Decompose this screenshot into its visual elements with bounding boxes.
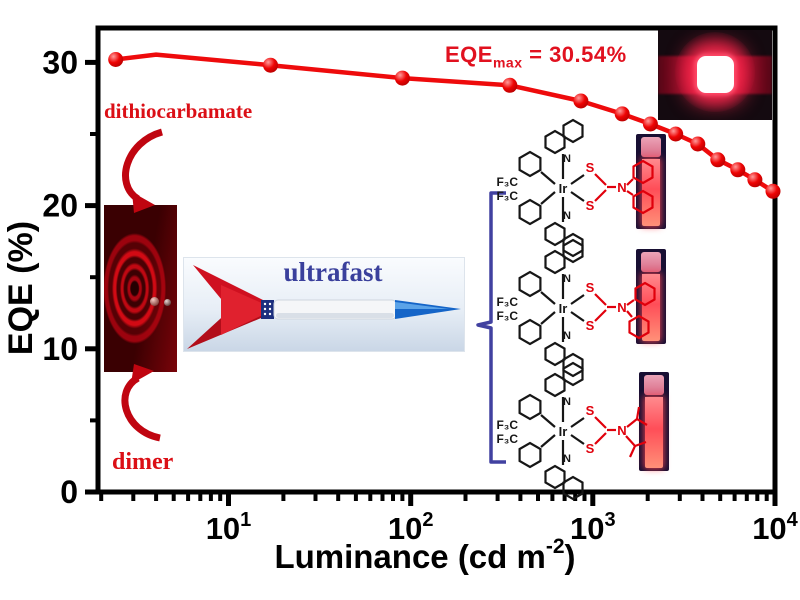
vial-liquid [645,397,663,468]
svg-text:N: N [617,180,626,195]
oled-emitting-pixel [697,56,734,93]
data-point-marker [765,183,781,199]
svg-text:N: N [563,396,571,408]
eqe-max-annotation: EQEmax = 30.54% [445,42,627,70]
eqe-max-prefix: EQE [445,42,493,67]
vial-liquid [642,159,660,226]
svg-text:F₃C: F₃C [496,189,518,203]
x-axis-label: Luminance (cd m-2) [274,535,575,575]
svg-text:S: S [586,403,595,418]
svg-text:F₃C: F₃C [496,175,518,189]
droplet-bead [164,299,171,306]
svg-text:F₃C: F₃C [496,309,518,323]
data-point-marker [394,70,410,86]
data-point-marker [108,52,124,67]
eqe-max-subscript: max [492,54,523,71]
svg-text:Ir: Ir [559,181,568,196]
svg-text:S: S [586,160,595,175]
svg-text:N: N [617,423,626,438]
data-point-marker [642,116,658,132]
eqe-max-value: = 30.54% [522,42,627,67]
droplet-bead [150,297,159,306]
svg-text:S: S [586,198,595,213]
vial-cap [641,252,661,272]
svg-text:N: N [563,330,571,342]
svg-text:N: N [563,210,571,222]
data-point-marker [710,152,726,168]
glowing-vial-photo-2 [636,249,666,344]
curved-arrow-up-head [131,364,154,384]
data-point-marker [573,93,589,109]
y-tick-label: 0 [60,474,78,510]
vial-cap [644,375,664,395]
curved-arrow-up [121,374,161,442]
svg-text:F₃C: F₃C [496,432,518,446]
curved-arrow-down-head [132,192,155,213]
rocket-body-shadow [276,313,394,318]
svg-text:S: S [586,280,595,295]
data-point-marker [263,57,278,73]
data-point-marker [730,162,746,178]
glowing-vial-photo-3 [639,372,669,471]
y-tick-label: 20 [42,188,78,224]
ultrafast-label: ultrafast [283,257,383,287]
data-point-marker [502,77,518,93]
y-tick-label: 30 [42,44,78,80]
grouping-bracket [476,191,506,464]
red-oled-device-photo [658,30,772,120]
svg-text:Ir: Ir [559,301,568,316]
vial-cap [641,137,661,157]
svg-text:F₃C: F₃C [496,418,518,432]
curved-arrow-down [122,128,164,202]
svg-text:N: N [563,453,571,465]
svg-text:S: S [586,318,595,333]
dimer-label: dimer [112,449,174,475]
svg-text:N: N [617,300,626,315]
data-point-marker [690,136,706,152]
data-point-marker [614,106,630,122]
data-point-marker [747,172,763,188]
dithiocarbamate-label: dithiocarbamate [104,99,253,123]
svg-text:F₃C: F₃C [496,295,518,309]
svg-text:Ir: Ir [559,424,568,439]
svg-text:S: S [586,441,595,456]
rocket-fin-front [221,285,275,335]
svg-text:N: N [563,273,571,285]
rocket-photo [183,257,465,352]
glowing-vial-photo-1 [636,134,666,229]
plot-frame [95,25,778,495]
rocket-nose-highlight [395,302,449,309]
y-tick-label: 10 [42,331,78,367]
y-axis-label: EQE (%) [2,221,40,355]
red-liquid-ripple-photo [104,205,177,372]
data-point-marker [668,126,684,142]
rocket-drawing [187,265,461,349]
svg-text:N: N [563,153,571,165]
